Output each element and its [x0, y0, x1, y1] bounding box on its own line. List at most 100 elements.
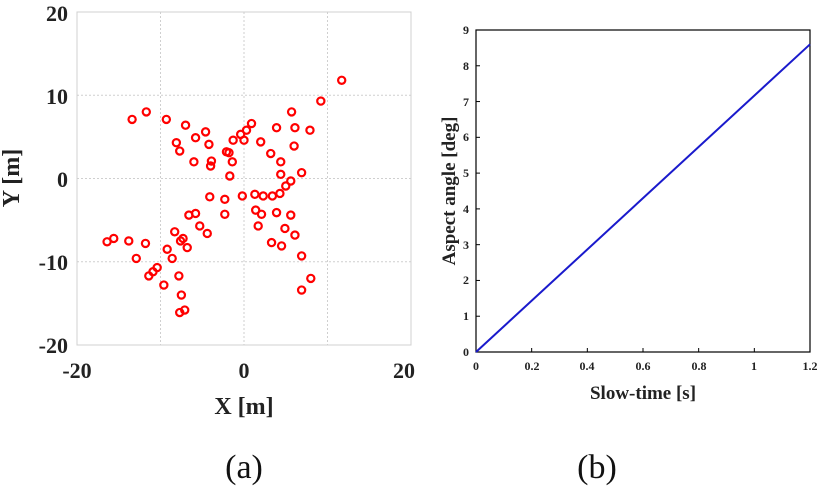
scatter-point: [124, 236, 134, 246]
line-xtick-label: 0.4: [580, 359, 595, 373]
scatter-point: [131, 253, 141, 264]
scatter-grid: [77, 12, 411, 345]
line-xtick-label: 1: [751, 359, 757, 373]
scatter-ytick-label: -10: [39, 250, 68, 275]
scatter-point: [290, 230, 300, 240]
scatter-point: [200, 127, 211, 137]
scatter-point: [250, 205, 261, 215]
line-plot-area: [475, 29, 811, 353]
line-xtick-label: 0.6: [636, 359, 651, 373]
scatter-point: [256, 137, 266, 147]
caption-a: (a): [225, 449, 263, 486]
scatter-point: [227, 157, 238, 167]
scatter-point: [225, 171, 235, 181]
scatter-point: [180, 120, 191, 130]
scatter-point: [336, 75, 347, 85]
scatter-point: [102, 237, 112, 247]
scatter-point: [205, 192, 215, 202]
scatter-points: [102, 75, 347, 318]
scatter-point: [290, 123, 300, 133]
scatter-point: [171, 138, 182, 148]
scatter-ytick-label: -20: [39, 333, 68, 358]
scatter-point: [224, 147, 234, 158]
scatter-point: [266, 148, 276, 159]
caption-b: (b): [577, 449, 617, 486]
scatter-xtick-label: 0: [239, 358, 250, 383]
scatter-point: [175, 307, 185, 318]
scatter-point: [281, 181, 291, 191]
scatter-point: [162, 244, 172, 254]
scatter-point: [161, 114, 172, 125]
line-x-axis-label: Slow-time [s]: [590, 383, 696, 404]
line-xtick-label: 0.2: [525, 359, 540, 373]
scatter-point: [169, 227, 180, 237]
line-ytick-label: 5: [463, 166, 469, 180]
line-ytick-label: 0: [463, 345, 469, 359]
scatter-point: [286, 210, 296, 220]
scatter-point: [256, 209, 267, 219]
scatter-point: [286, 107, 297, 117]
scatter-point: [141, 107, 152, 117]
scatter-point: [241, 125, 252, 135]
scatter-point: [175, 146, 185, 156]
scatter-point: [237, 191, 248, 201]
scatter-point: [306, 273, 316, 284]
scatter-ytick-label: 0: [57, 167, 68, 192]
line-ytick-label: 2: [463, 273, 469, 287]
scatter-point: [228, 135, 238, 145]
scatter-point: [271, 207, 282, 218]
scatter-point: [276, 169, 286, 180]
line-ytick-label: 3: [463, 238, 469, 252]
scatter-point: [175, 236, 186, 246]
scatter-point: [246, 118, 257, 129]
line-ytick-label: 1: [463, 309, 469, 323]
scatter-point: [296, 285, 307, 295]
line-xtick-label: 1.2: [803, 359, 818, 373]
scatter-point: [316, 96, 326, 106]
scatter-point: [182, 242, 192, 253]
aspect-angle-line: [475, 43, 811, 353]
scatter-point: [190, 133, 201, 143]
line-panel: 0 1 2 3 4 5 6 7 8 9 0 0.2 0.4 0.6 0.8 1 …: [439, 23, 818, 404]
scatter-point: [159, 280, 169, 290]
scatter-point: [289, 141, 299, 151]
scatter-point: [220, 209, 230, 219]
scatter-point: [220, 194, 230, 205]
scatter-point: [204, 139, 214, 150]
line-ytick-label: 6: [463, 130, 469, 144]
scatter-point: [140, 238, 151, 249]
scatter-xtick-label: -20: [62, 358, 91, 383]
scatter-xtick-label: 20: [393, 358, 415, 383]
scatter-point: [276, 241, 287, 251]
scatter-point: [144, 271, 154, 281]
scatter-point: [127, 114, 137, 125]
line-y-axis-label: Aspect angle [deg]: [439, 117, 460, 266]
scatter-point: [189, 157, 199, 167]
scatter-point: [258, 191, 268, 201]
scatter-point: [174, 271, 184, 281]
scatter-point: [286, 176, 296, 186]
line-xtick-label: 0.8: [692, 359, 707, 373]
scatter-point: [195, 221, 205, 231]
line-ytick-label: 8: [463, 59, 469, 73]
scatter-point: [167, 253, 177, 264]
scatter-point: [253, 221, 263, 231]
scatter-point: [184, 210, 194, 220]
scatter-point: [205, 161, 216, 171]
scatter-ytick-label: 10: [46, 84, 68, 109]
line-ytick-label: 9: [463, 23, 469, 37]
scatter-y-axis-label: Y [m]: [0, 149, 25, 207]
scatter-point: [280, 223, 290, 234]
scatter-point: [202, 228, 212, 239]
line-xtick-label: 0: [473, 359, 479, 373]
scatter-point: [271, 123, 282, 133]
scatter-point: [305, 125, 315, 135]
scatter-point: [250, 189, 260, 200]
scatter-ytick-label: 20: [46, 1, 68, 26]
scatter-point: [276, 157, 286, 167]
line-ytick-label: 4: [463, 202, 469, 216]
scatter-panel: 20 10 0 -10 -20 -20 0 20 X [m] Y [m]: [0, 1, 415, 420]
scatter-point: [296, 251, 307, 261]
line-ytick-label: 7: [463, 95, 469, 109]
